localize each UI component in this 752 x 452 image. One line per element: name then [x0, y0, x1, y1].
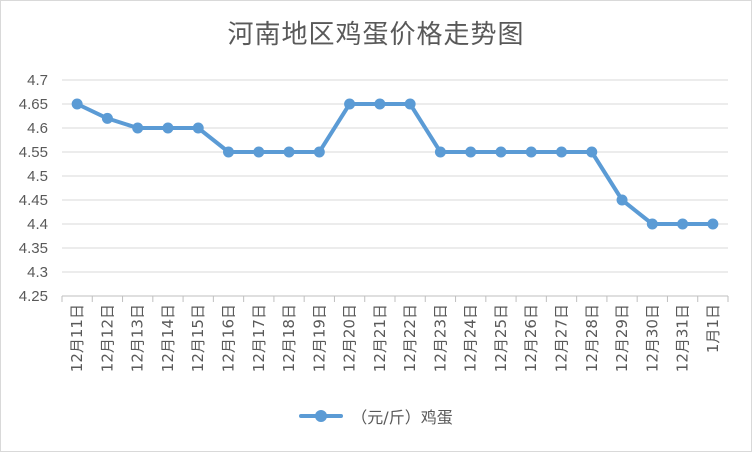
x-tick-label: 12月28日: [583, 304, 601, 372]
data-point: [344, 98, 356, 110]
chart-title: 河南地区鸡蛋价格走势图: [227, 20, 525, 50]
x-tick-label: 12月20日: [341, 304, 359, 372]
x-tick-label: 12月27日: [553, 304, 571, 372]
y-tick-label: 4.3: [27, 264, 48, 281]
x-tick-label: 1月1日: [704, 304, 722, 353]
data-point: [313, 146, 325, 158]
x-tick-label: 12月22日: [401, 304, 419, 372]
data-point: [525, 146, 537, 158]
data-point: [404, 98, 416, 110]
y-tick-label: 4.55: [19, 144, 48, 161]
legend-label: （元/斤）鸡蛋: [351, 408, 453, 427]
data-point: [495, 146, 507, 158]
x-tick-label: 12月24日: [462, 304, 480, 372]
data-point: [434, 146, 446, 158]
data-point: [132, 122, 144, 134]
x-tick-label: 12月25日: [492, 304, 510, 372]
data-point: [192, 122, 204, 134]
y-tick-label: 4.7: [27, 72, 48, 89]
x-tick-label: 12月23日: [431, 304, 449, 372]
x-tick-label: 12月16日: [220, 304, 238, 372]
legend-marker-icon: [299, 407, 344, 425]
legend: （元/斤）鸡蛋: [0, 404, 752, 428]
data-point: [374, 98, 386, 110]
data-point: [677, 218, 689, 230]
data-point: [707, 218, 719, 230]
y-tick-label: 4.35: [19, 240, 48, 257]
x-tick-label: 12月30日: [643, 304, 661, 372]
data-point: [586, 146, 598, 158]
y-tick-label: 4.45: [19, 192, 48, 209]
data-point: [465, 146, 477, 158]
x-tick-label: 12月13日: [129, 304, 147, 372]
y-tick-label: 4.5: [27, 168, 48, 185]
x-tick-label: 12月17日: [250, 304, 268, 372]
data-point: [616, 194, 628, 206]
x-tick-label: 12月21日: [371, 304, 389, 372]
y-tick-label: 4.4: [27, 216, 48, 233]
x-tick-label: 12月26日: [522, 304, 540, 372]
x-tick-label: 12月31日: [674, 304, 692, 372]
y-tick-label: 4.6: [27, 120, 48, 137]
x-tick-label: 12月11日: [68, 304, 86, 372]
data-point: [162, 122, 174, 134]
y-tick-label: 4.25: [19, 288, 48, 305]
x-tick-label: 12月18日: [280, 304, 298, 372]
series-line: [75, 102, 715, 226]
x-tick-label: 12月29日: [613, 304, 631, 372]
x-tick-label: 12月14日: [159, 304, 177, 372]
data-point: [101, 112, 113, 124]
data-point: [71, 98, 83, 110]
data-point: [223, 146, 234, 158]
data-point: [646, 218, 658, 230]
y-tick-label: 4.65: [19, 96, 48, 113]
data-point: [253, 146, 265, 158]
x-tick-label: 12月15日: [189, 304, 207, 372]
x-tick-label: 12月12日: [98, 304, 116, 372]
x-tick-label: 12月19日: [310, 304, 328, 372]
data-point: [556, 146, 567, 158]
data-point: [283, 146, 295, 158]
